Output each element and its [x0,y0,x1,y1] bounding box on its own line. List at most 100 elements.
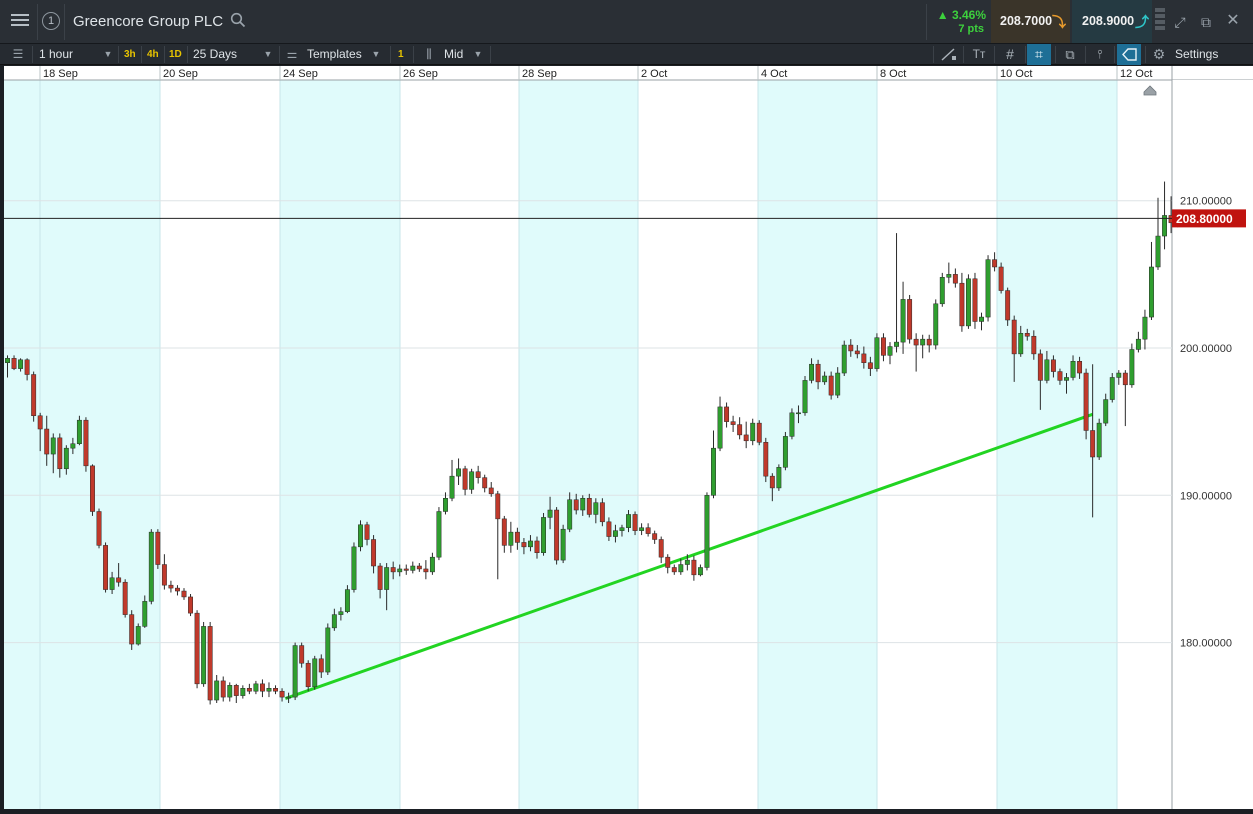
candle-up [822,375,828,383]
candle-down [861,353,867,363]
candle-down [907,299,913,340]
candle-up [933,303,939,346]
popout-icon[interactable]: ⧉ [1201,14,1211,30]
panel-list-icon[interactable]: ☰ [12,47,24,61]
range-select[interactable]: 25 Days [193,47,238,61]
candle-down [305,662,311,688]
candle-down [423,568,429,573]
candlestick-type-icon[interactable]: ⫼ [426,47,432,61]
interval-select[interactable]: 1 hour [39,47,74,61]
chart-count-button[interactable]: 1 [398,49,404,60]
candle-up [619,527,625,531]
candle-down [259,683,265,692]
candle-up [109,577,115,590]
candle-down [246,688,252,692]
crosshair-grid-icon[interactable]: ⌗ [1027,44,1051,65]
candle-up [63,447,69,470]
current-price-tag [1172,209,1246,228]
candle-down [116,577,122,583]
interval-1d-button[interactable]: 1D [169,49,182,60]
candle-up [802,380,808,414]
expand-icon[interactable]: ⤢ [1174,14,1186,30]
candle-down [175,587,180,592]
chart-canvas[interactable]: 18 Sep 20 Sep 24 Sep 26 Sep 28 Sep 2 Oct 4 Oct… [0,48,1253,809]
candle-down [756,422,762,443]
candle-up [835,372,841,396]
time-axis [4,66,1172,80]
gear-icon[interactable]: ⚙ [1152,46,1166,62]
buy-button[interactable]: 208.9000 ⤴ [1072,0,1152,43]
candle-down [390,567,396,573]
y-tick-label: 190.00000 [1180,490,1232,502]
candle-down [926,338,932,346]
draw-line-icon[interactable] [936,46,960,63]
candle-down [867,362,873,369]
candle-down [90,465,95,512]
copy-icon[interactable]: ⧉ [1065,47,1075,62]
candle-up [358,524,363,548]
candle-up [900,299,906,343]
candle-up [142,601,148,627]
sell-button[interactable]: 208.7000 ⤵ [991,0,1070,43]
window-number-badge[interactable]: 1 [42,12,60,30]
price-axis [1172,80,1253,809]
candle-up [397,568,403,573]
candle-down [724,406,730,422]
price-chart[interactable]: 18 Sep 20 Sep 24 Sep 26 Sep 28 Sep 2 Oct 4 Oct… [0,48,1253,809]
interval-3h-button[interactable]: 3h [124,49,136,60]
candle-up [567,499,573,530]
candle-up [684,559,690,565]
candle-up [384,567,390,590]
candle-up [874,337,880,369]
candle-down [403,568,409,571]
change-percent-value: 3.46% [951,8,986,22]
candle-up [697,567,703,576]
price-type-select[interactable]: Mid [444,47,464,61]
chevron-down-icon[interactable]: ▼ [263,49,273,59]
settings-button[interactable]: Settings [1175,47,1219,61]
current-price-label: 208.80000 [1176,212,1233,226]
candle-up [1155,235,1161,268]
chevron-down-icon[interactable]: ▼ [473,49,483,59]
candle-down [972,278,978,322]
templates-button[interactable]: Templates [307,47,362,61]
x-tick-label: 20 Sep [163,68,198,80]
hamburger-menu-icon[interactable] [8,12,32,32]
candle-up [1149,266,1154,318]
close-icon[interactable]: ✕ [1226,12,1240,29]
interval-4h-button[interactable]: 4h [147,49,159,60]
text-tool-icon[interactable]: Tт [972,47,986,61]
instrument-name[interactable]: Greencore Group PLC [73,13,224,30]
candle-down [606,521,612,537]
candle-up [1064,377,1069,381]
candle-up [1109,377,1115,400]
depth-ladder-icon[interactable] [1155,8,1165,36]
candle-down [371,539,377,567]
indicator-icon[interactable]: ⫯ [1097,47,1103,61]
candle-up [410,565,416,571]
candle-up [1044,359,1050,381]
home-icon [1143,85,1157,96]
chart-left-border [0,66,4,809]
candle-down [998,266,1004,291]
candle-down [220,680,226,698]
candle-up [782,436,788,468]
candle-down [959,282,965,327]
chevron-down-icon[interactable]: ▼ [103,49,113,59]
y-tick-label: 210.00000 [1180,196,1232,208]
candle-down [645,527,651,534]
candle-down [743,434,749,442]
candle-down [632,514,638,531]
search-icon[interactable] [228,12,248,33]
templates-icon[interactable]: ⚌ [286,47,298,61]
grid-icon[interactable]: # [1006,46,1014,62]
candle-up [1103,399,1109,424]
candle-down [501,518,507,546]
candle-up [469,471,475,490]
candle-down [155,531,161,565]
candle-up [528,540,533,548]
price-label-icon[interactable] [1117,44,1141,65]
chevron-down-icon[interactable]: ▼ [371,49,381,59]
candle-up [547,509,553,518]
candle-down [737,424,743,436]
